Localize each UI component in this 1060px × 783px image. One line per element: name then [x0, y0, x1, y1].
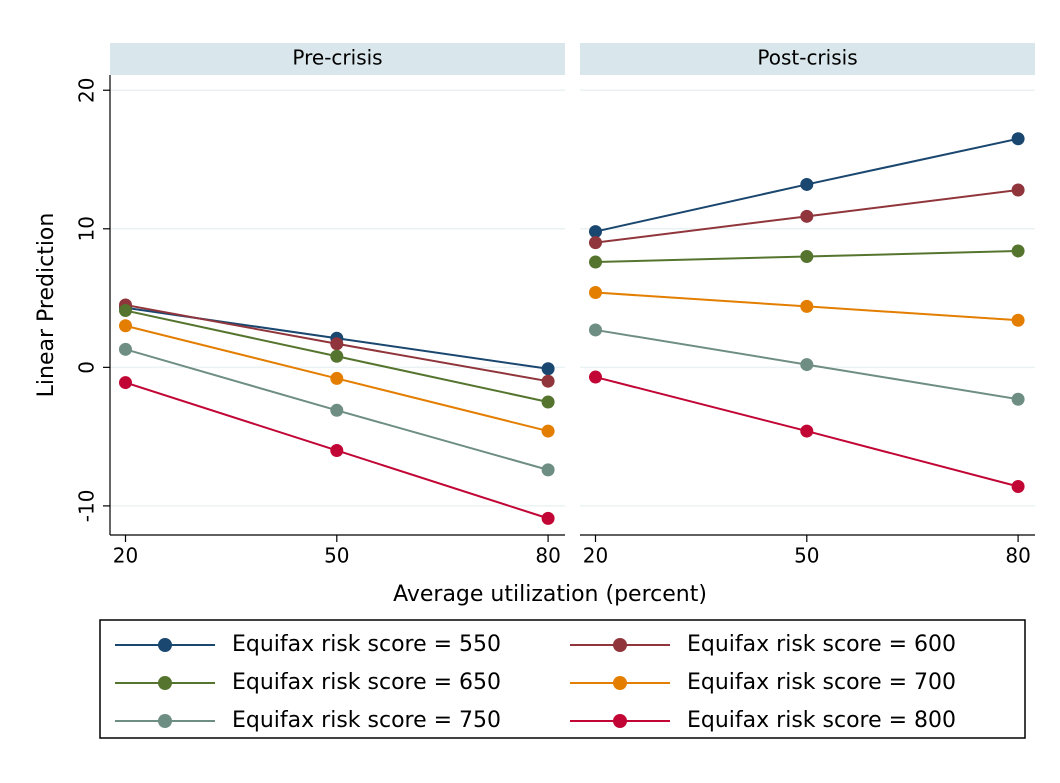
marker: [588, 286, 602, 300]
legend-label: Equifax risk score = 650: [232, 670, 501, 695]
legend-label: Equifax risk score = 800: [687, 708, 956, 733]
y-tick-label: 10: [75, 216, 99, 241]
marker: [588, 236, 602, 250]
legend-swatch: [613, 638, 627, 652]
x-tick-label: 80: [535, 544, 560, 568]
legend-label: Equifax risk score = 750: [232, 708, 501, 733]
marker: [330, 443, 344, 457]
marker: [1011, 313, 1025, 327]
marker: [541, 374, 555, 388]
marker: [541, 424, 555, 438]
legend-swatch: [158, 714, 172, 728]
facet-strip: [110, 43, 565, 75]
marker: [541, 511, 555, 525]
marker: [588, 255, 602, 269]
marker: [118, 342, 132, 356]
marker: [1011, 392, 1025, 406]
marker: [541, 395, 555, 409]
marker: [541, 362, 555, 376]
marker: [800, 177, 814, 191]
y-tick-label: 20: [75, 78, 99, 103]
marker: [800, 424, 814, 438]
marker: [1011, 132, 1025, 146]
x-tick-label: 20: [113, 544, 138, 568]
y-axis-label: Linear Prediction: [34, 213, 59, 398]
marker: [588, 323, 602, 337]
marker: [800, 358, 814, 372]
legend-swatch: [158, 638, 172, 652]
legend-label: Equifax risk score = 700: [687, 670, 956, 695]
marker: [1011, 480, 1025, 494]
marker: [330, 403, 344, 417]
x-tick-label: 20: [583, 544, 608, 568]
legend-swatch: [158, 676, 172, 690]
marker: [800, 250, 814, 264]
legend-swatch: [613, 714, 627, 728]
marker: [1011, 244, 1025, 258]
x-tick-label: 80: [1005, 544, 1030, 568]
legend-swatch: [613, 676, 627, 690]
legend-label: Equifax risk score = 550: [232, 632, 501, 657]
x-axis-label: Average utilization (percent): [393, 582, 707, 607]
marker: [1011, 183, 1025, 197]
x-tick-label: 50: [324, 544, 349, 568]
legend-label: Equifax risk score = 600: [687, 632, 956, 657]
marker: [118, 376, 132, 390]
y-tick-label: 0: [75, 361, 99, 374]
legend-box: [99, 619, 1026, 739]
marker: [330, 349, 344, 363]
marker: [118, 319, 132, 333]
marker: [800, 209, 814, 223]
marker: [330, 371, 344, 385]
marker: [800, 299, 814, 313]
marker: [541, 463, 555, 477]
marker: [118, 304, 132, 318]
marker: [330, 337, 344, 351]
marker: [588, 225, 602, 239]
facet-strip: [580, 43, 1035, 75]
marker: [588, 370, 602, 384]
y-tick-label: -10: [75, 490, 99, 523]
facet-title: Pre-crisis: [292, 46, 382, 70]
facet-title: Post-crisis: [757, 46, 857, 70]
x-tick-label: 50: [794, 544, 819, 568]
